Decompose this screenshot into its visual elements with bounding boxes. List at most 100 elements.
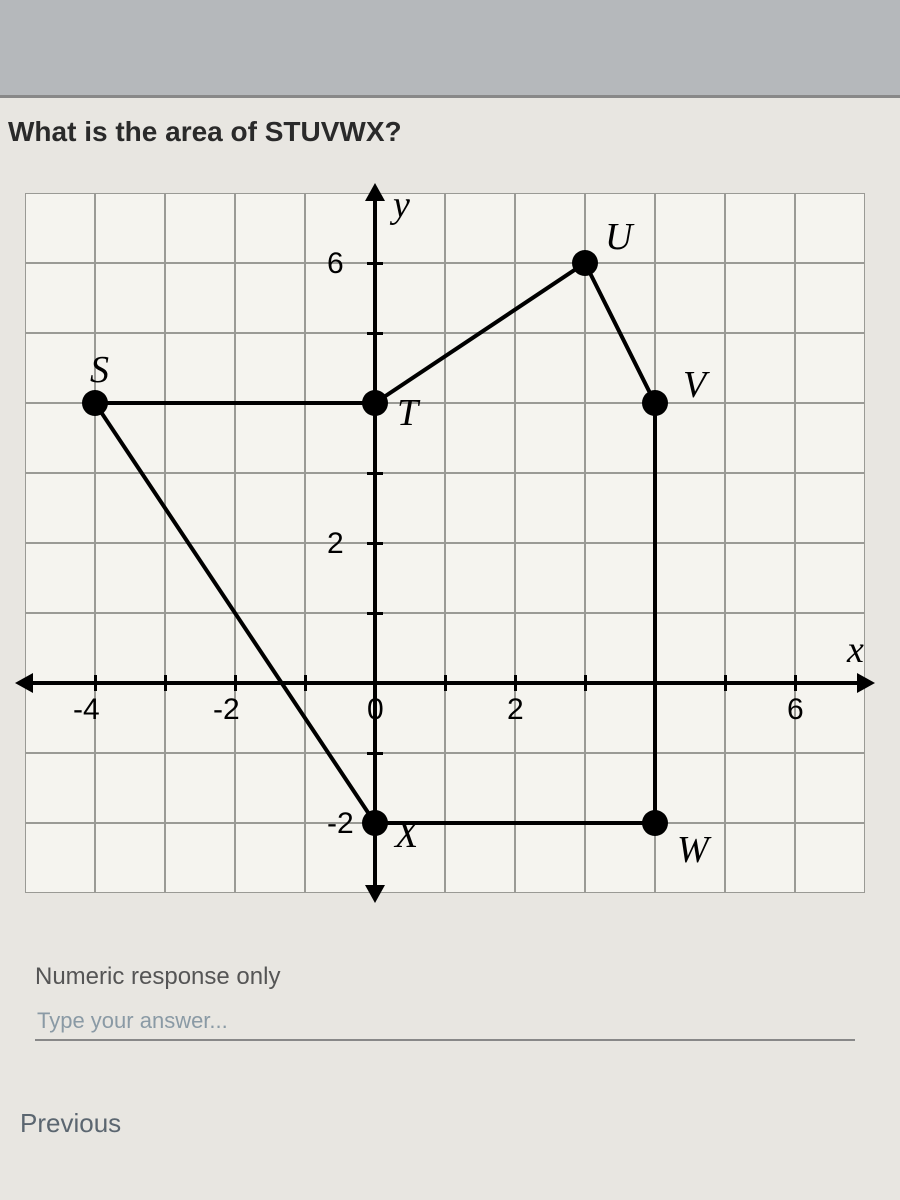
grid-cell (655, 753, 725, 823)
vertex-label-U: U (605, 215, 632, 259)
grid-cell (375, 613, 445, 683)
grid-cell (375, 193, 445, 263)
x-tick-label: 2 (507, 693, 524, 727)
grid-cell (515, 263, 585, 333)
grid-cell (585, 333, 655, 403)
grid-cell (25, 823, 95, 893)
grid-cell (515, 193, 585, 263)
grid-cell (515, 613, 585, 683)
grid-cell (375, 683, 445, 753)
grid-cell (165, 543, 235, 613)
x-tick-label: 6 (787, 693, 804, 727)
grid-cell (235, 543, 305, 613)
y-axis-label: y (393, 183, 410, 227)
question-panel: What is the area of STUVWX? -4-202662-2y… (0, 95, 900, 1200)
x-tick-label: -4 (73, 693, 100, 727)
vertex-T (362, 390, 388, 416)
previous-button[interactable]: Previous (20, 1108, 121, 1139)
vertex-U (572, 250, 598, 276)
grid-cell (95, 193, 165, 263)
x-tick (164, 675, 167, 691)
grid-cell (725, 613, 795, 683)
grid-cell (305, 683, 375, 753)
grid-cell (25, 333, 95, 403)
grid-cell (445, 753, 515, 823)
grid-cell (375, 543, 445, 613)
x-tick (584, 675, 587, 691)
grid-cell (585, 823, 655, 893)
vertex-label-V: V (683, 363, 706, 407)
x-tick (444, 675, 447, 691)
y-tick (367, 612, 383, 615)
axis-arrow (15, 673, 33, 693)
grid-cell (25, 403, 95, 473)
grid-cell (585, 473, 655, 543)
grid-cell (445, 823, 515, 893)
axis-arrow (857, 673, 875, 693)
grid-cell (165, 613, 235, 683)
grid-cell (95, 753, 165, 823)
vertex-W (642, 810, 668, 836)
grid-cell (725, 753, 795, 823)
grid-cell (725, 473, 795, 543)
grid-cell (445, 543, 515, 613)
grid-cell (725, 263, 795, 333)
grid-cell (445, 403, 515, 473)
grid-cell (795, 333, 865, 403)
grid-cell (445, 683, 515, 753)
grid-cell (235, 193, 305, 263)
grid-cell (235, 403, 305, 473)
grid-cell (585, 683, 655, 753)
vertex-S (82, 390, 108, 416)
grid-cell (795, 403, 865, 473)
grid-cell (515, 473, 585, 543)
grid-cell (235, 333, 305, 403)
y-tick-label: -2 (327, 807, 354, 841)
grid-cell (795, 193, 865, 263)
grid-cell (165, 753, 235, 823)
grid-cell (515, 823, 585, 893)
grid-cell (655, 263, 725, 333)
vertex-V (642, 390, 668, 416)
grid-cell (445, 333, 515, 403)
y-tick (367, 752, 383, 755)
grid-cell (725, 543, 795, 613)
grid-cell (725, 823, 795, 893)
grid-cell (235, 473, 305, 543)
grid-cell (95, 263, 165, 333)
grid-cell (95, 473, 165, 543)
grid-cell (235, 823, 305, 893)
polygon-edge (653, 403, 657, 823)
axis-arrow (365, 885, 385, 903)
grid-cell (375, 473, 445, 543)
grid-cell (655, 403, 725, 473)
answer-input[interactable] (35, 1003, 855, 1041)
grid-cell (95, 403, 165, 473)
y-tick (367, 542, 383, 545)
grid-cell (165, 193, 235, 263)
grid-cell (305, 403, 375, 473)
vertex-label-T: T (397, 391, 418, 435)
grid-cell (515, 403, 585, 473)
grid-cell (445, 613, 515, 683)
instruction-text: Numeric response only (35, 963, 280, 991)
vertex-label-W: W (677, 828, 709, 872)
grid-cell (25, 753, 95, 823)
grid-cell (795, 683, 865, 753)
grid-cell (25, 543, 95, 613)
grid-cell (235, 263, 305, 333)
x-tick (794, 675, 797, 691)
y-tick (367, 332, 383, 335)
x-tick (304, 675, 307, 691)
vertex-label-S: S (90, 348, 109, 392)
grid-cell (585, 263, 655, 333)
x-axis-label: x (847, 628, 864, 672)
grid-cell (655, 683, 725, 753)
x-tick-label: -2 (213, 693, 240, 727)
grid-cell (515, 753, 585, 823)
axis-arrow (365, 183, 385, 201)
grid-cell (165, 473, 235, 543)
grid-cell (725, 683, 795, 753)
polygon-edge (95, 401, 375, 405)
grid-cell (25, 473, 95, 543)
